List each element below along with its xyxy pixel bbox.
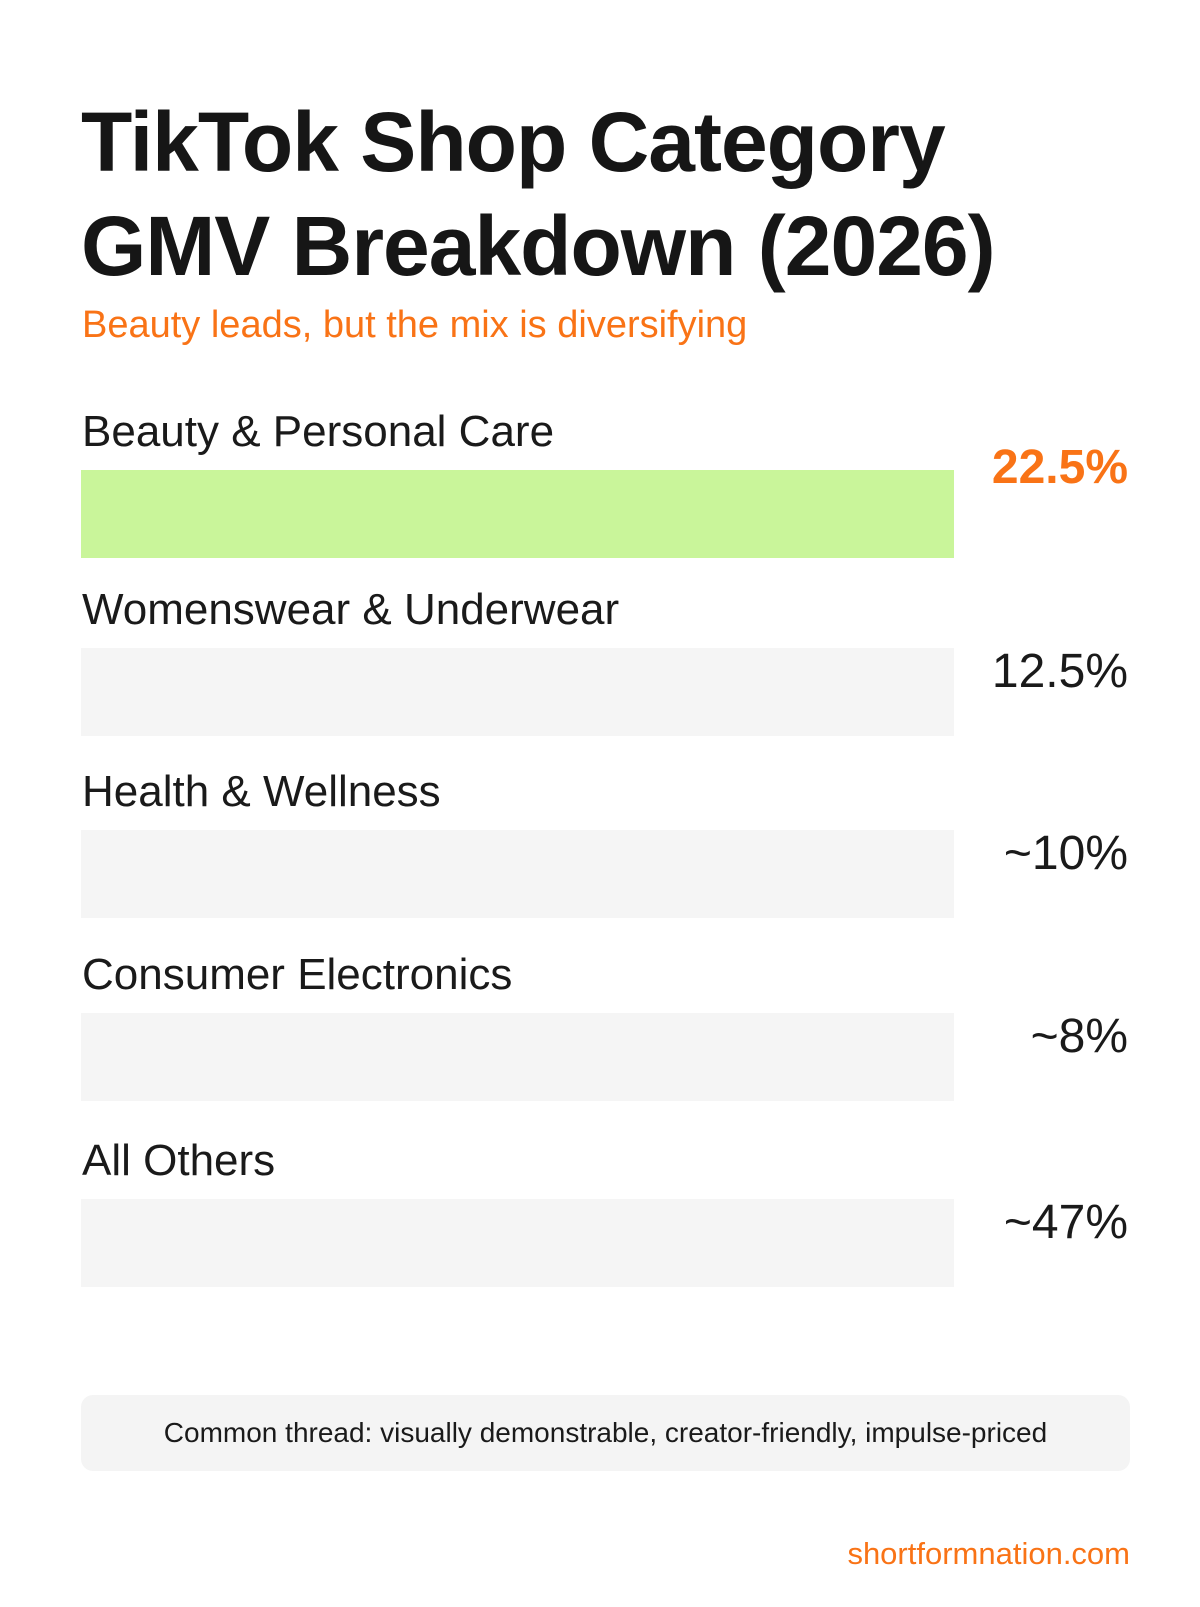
category-label: Consumer Electronics [82,950,513,999]
bar-track [81,1013,954,1101]
bar-track [81,470,954,558]
chart-title-line-1: TikTok Shop Category [81,95,946,189]
category-label: Beauty & Personal Care [82,407,555,456]
bar-track [81,648,954,736]
value-label: ~10% [1003,827,1128,880]
chart-subtitle: Beauty leads, but the mix is diversifyin… [82,304,748,346]
chart-title: TikTok Shop Category GMV Breakdown (2026… [81,90,1141,298]
category-label: All Others [82,1136,276,1185]
bar [81,470,954,558]
value-label: ~8% [1030,1010,1128,1063]
category-label: Health & Wellness [82,767,441,816]
footnote-box: Common thread: visually demonstrable, cr… [81,1395,1130,1471]
footnote-text: Common thread: visually demonstrable, cr… [163,1417,1048,1448]
value-label: 12.5% [991,645,1128,698]
bar-track [81,1199,954,1287]
category-label: Womenswear & Underwear [82,585,620,634]
value-label: ~47% [1003,1196,1128,1249]
source-credit: shortformnation.com [847,1536,1130,1571]
chart-title-line-2: GMV Breakdown (2026) [81,199,996,293]
bar-track [81,830,954,918]
value-label: 22.5% [991,441,1128,494]
